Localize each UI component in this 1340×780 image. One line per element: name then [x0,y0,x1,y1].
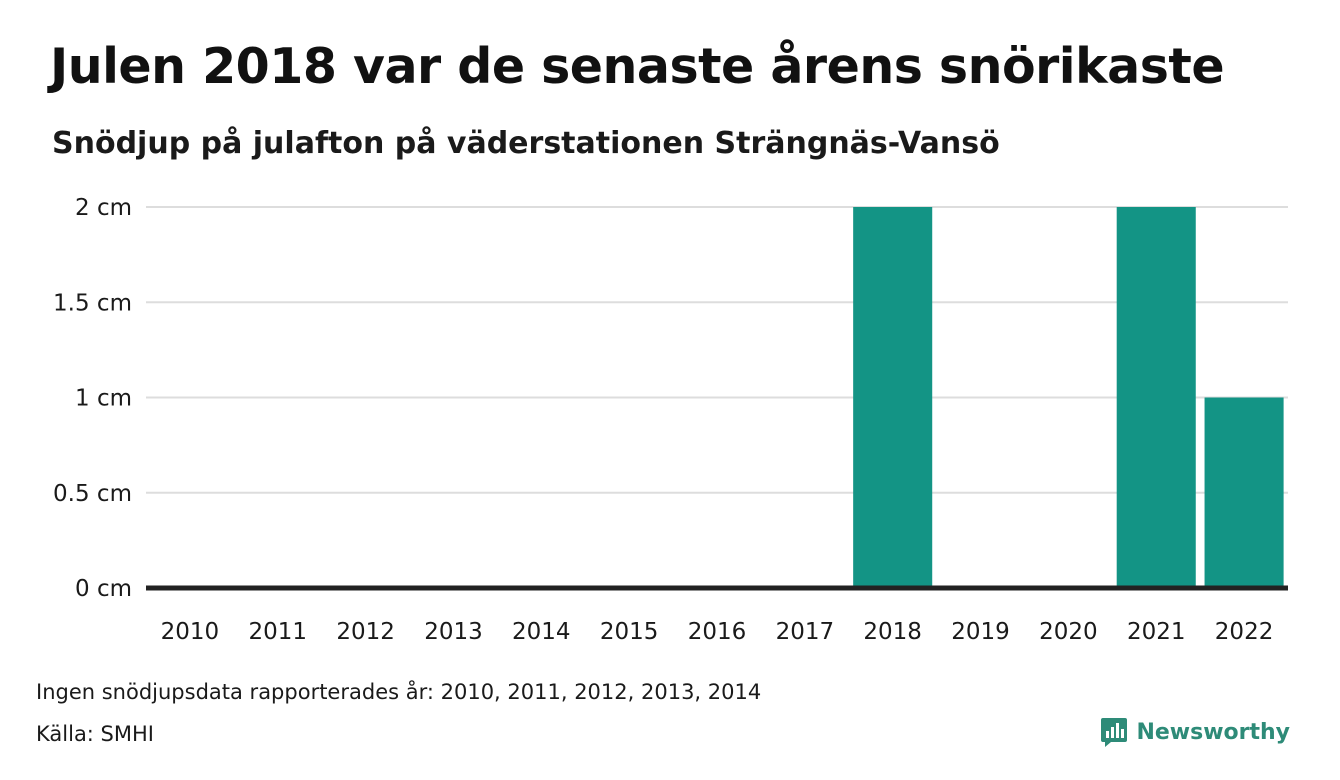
source-credit: Källa: SMHI [36,722,154,746]
y-tick-label: 0 cm [75,576,132,602]
x-axis-tick-labels: 2010 2011 2012 2013 2014 2015 2016 2017 2018 2019… [161,619,1274,645]
newsworthy-logo: Newsworthy [1100,716,1290,748]
x-tick-label: 2019 [951,619,1010,645]
y-tick-label: 2 cm [75,195,132,221]
x-tick-label: 2012 [336,619,395,645]
gridlines [146,206,1288,494]
y-tick-label: 1.5 cm [53,290,132,316]
y-axis-tick-labels: 0 cm 0.5 cm 1 cm 1.5 cm 2 cm [53,195,132,602]
chart-subtitle: Snödjup på julafton på väderstationen St… [52,126,1000,161]
chart-title: Julen 2018 var de senaste årens snörikas… [50,38,1225,95]
x-tick-label: 2011 [248,619,307,645]
x-tick-label: 2014 [512,619,571,645]
x-tick-label: 2018 [863,619,922,645]
x-tick-label: 2010 [161,619,220,645]
bar-2018 [853,207,933,588]
y-tick-label: 0.5 cm [53,481,132,507]
x-tick-label: 2015 [600,619,659,645]
bar-2022 [1204,397,1284,588]
bar-chart: 0 cm0.5 cm1 cm1.5 cm2 cm 2010 2011 2012 201… [53,195,1288,645]
x-tick-label: 2017 [776,619,835,645]
bars [853,207,1284,588]
x-tick-label: 2022 [1215,619,1274,645]
bar-2021 [1116,207,1196,588]
y-tick-label: 1 cm [75,386,132,412]
missing-data-note: Ingen snödjupsdata rapporterades år: 201… [36,680,762,704]
x-tick-label: 2021 [1127,619,1186,645]
bar-chart-logo-icon [1101,718,1128,747]
x-tick-label: 2020 [1039,619,1098,645]
x-tick-label: 2013 [424,619,483,645]
brand-name: Newsworthy [1136,719,1290,745]
x-tick-label: 2016 [688,619,747,645]
